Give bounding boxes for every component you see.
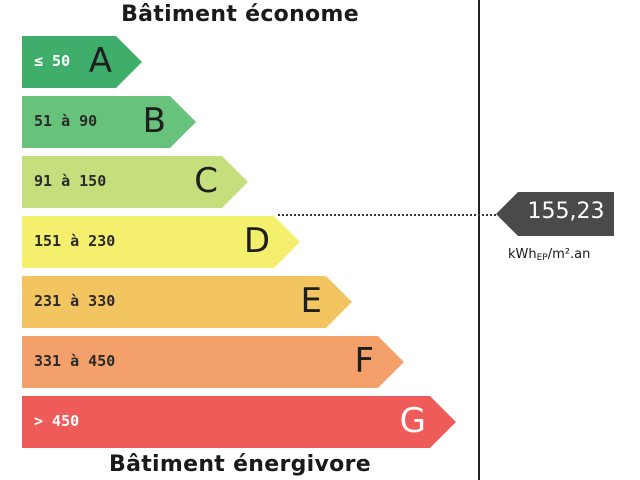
class-range-d: 151 à 230 <box>34 232 116 250</box>
unit-main: kWh <box>508 247 537 262</box>
class-range-c: 91 à 150 <box>34 172 107 190</box>
label-energy-efficient: Bâtiment économe <box>121 2 359 27</box>
consumption-value-arrow: 155,23 <box>496 192 614 236</box>
class-range-e: 231 à 330 <box>34 292 116 310</box>
class-letter-d: D <box>243 221 270 261</box>
class-range-a: ≤ 50 <box>34 52 71 70</box>
unit-sub: EP <box>536 253 548 263</box>
class-letter-b: B <box>142 101 166 141</box>
class-bar-d: 151 à 230 D <box>22 216 300 268</box>
consumption-unit: kWhEP/m².an <box>508 247 590 263</box>
class-bar-c: 91 à 150 C <box>22 156 248 208</box>
class-letter-f: F <box>354 341 374 381</box>
class-bar-a: ≤ 50 A <box>22 36 142 88</box>
class-bar-f: 331 à 450 F <box>22 336 404 388</box>
class-letter-c: C <box>194 161 218 201</box>
class-bar-e: 231 à 330 E <box>22 276 352 328</box>
class-letter-a: A <box>88 41 112 81</box>
class-letter-e: E <box>300 281 322 321</box>
unit-rest: /m².an <box>547 247 591 262</box>
class-range-b: 51 à 90 <box>34 112 98 130</box>
class-range-g: > 450 <box>34 412 80 430</box>
class-bar-b: 51 à 90 B <box>22 96 196 148</box>
indicator-leader-line <box>278 214 496 216</box>
label-energy-intensive: Bâtiment énergivore <box>109 452 371 477</box>
class-letter-g: G <box>399 401 426 441</box>
class-bar-g: > 450 G <box>22 396 456 448</box>
consumption-value: 155,23 <box>527 199 605 224</box>
energy-label-frame <box>478 0 480 480</box>
class-range-f: 331 à 450 <box>34 352 116 370</box>
